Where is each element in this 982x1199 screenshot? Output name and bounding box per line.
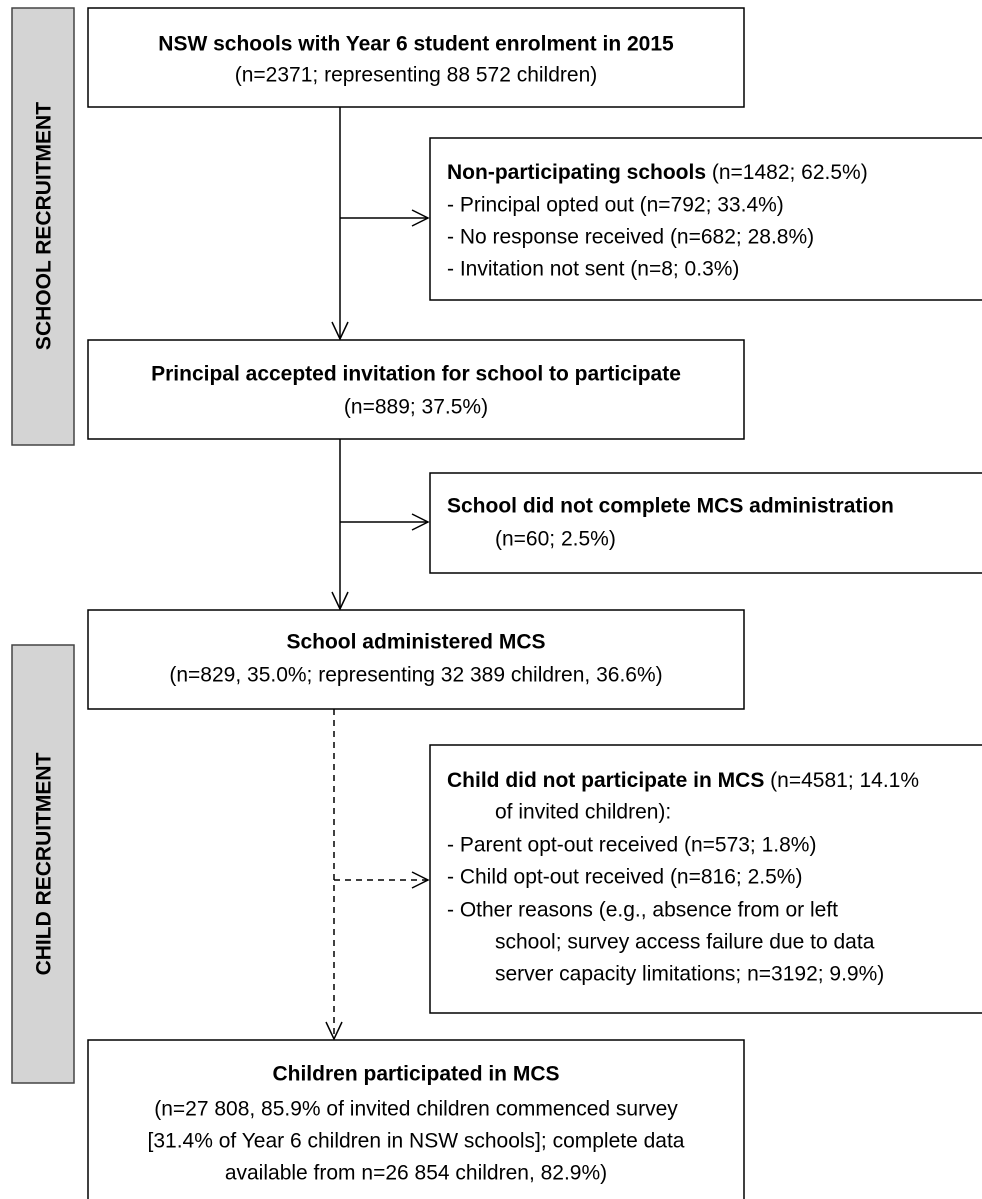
box <box>429 744 982 1014</box>
box-line: available from n=26 854 children, 82.9%) <box>225 1162 607 1185</box>
box-line: - Principal opted out (n=792; 33.4%) <box>447 194 784 217</box>
box-line: - Child opt-out received (n=816; 2.5%) <box>447 866 802 889</box>
box-line: [31.4% of Year 6 children in NSW schools… <box>148 1130 685 1153</box>
box-line: - No response received (n=682; 28.8%) <box>447 226 814 249</box>
box-heading: Non-participating schools (n=1482; 62.5%… <box>447 161 868 184</box>
side-bar <box>11 644 75 1084</box>
box-line: (n=829, 35.0%; representing 32 389 child… <box>169 664 662 687</box>
box-title: Non-participating schools <box>447 161 706 184</box>
box-line: (n=60; 2.5%) <box>495 528 616 551</box>
box-line: (n=889; 37.5%) <box>344 396 488 419</box>
box-line: of invited children): <box>495 801 671 824</box>
box <box>87 1039 745 1199</box>
box <box>429 472 982 574</box>
box <box>87 339 745 440</box>
box <box>429 137 982 301</box>
box-title-note: (n=1482; 62.5%) <box>712 161 868 184</box>
box-line: - Invitation not sent (n=8; 0.3%) <box>447 258 739 281</box>
box-line: server capacity limitations; n=3192; 9.9… <box>495 963 884 986</box>
box-line: (n=27 808, 85.9% of invited children com… <box>154 1098 678 1121</box>
side-label: CHILD RECRUITMENT <box>33 752 56 975</box>
box <box>87 7 745 108</box>
box-title: Child did not participate in MCS <box>447 769 764 792</box>
connectors <box>325 107 430 1041</box>
side-bar <box>11 7 75 446</box>
box-title: Children participated in MCS <box>272 1063 559 1086</box>
box-line: - Parent opt-out received (n=573; 1.8%) <box>447 834 816 857</box>
box-heading: Child did not participate in MCS (n=4581… <box>447 769 919 792</box>
box-title-note: (n=4581; 14.1% <box>770 769 919 792</box>
box-line: - Other reasons (e.g., absence from or l… <box>447 899 838 922</box>
box-title: NSW schools with Year 6 student enrolmen… <box>158 33 674 56</box>
box-title: Principal accepted invitation for school… <box>151 363 681 386</box>
box-line: (n=2371; representing 88 572 children) <box>235 64 598 87</box>
side-label: SCHOOL RECRUITMENT <box>33 102 56 350</box>
box-line: school; survey access failure due to dat… <box>495 931 875 954</box>
box <box>87 609 745 710</box>
box-title: School administered MCS <box>286 631 545 654</box>
box-title: School did not complete MCS administrati… <box>447 495 894 518</box>
